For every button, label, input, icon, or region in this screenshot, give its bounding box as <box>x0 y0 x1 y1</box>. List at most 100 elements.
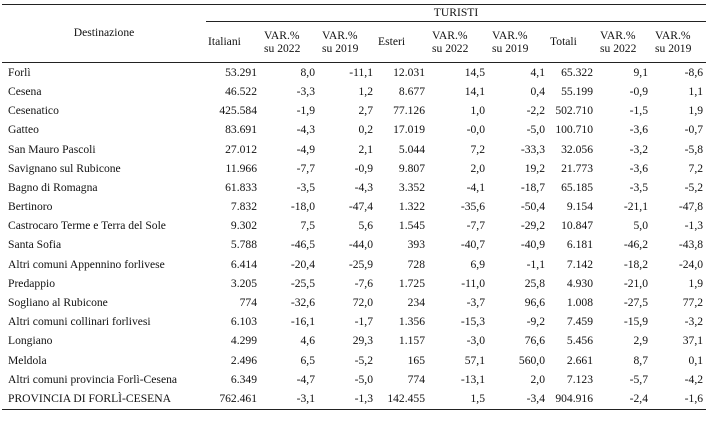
value-cell: -5,0 <box>354 372 373 386</box>
value-cell: -1,7 <box>354 315 373 329</box>
value-cell: 774 <box>407 372 425 386</box>
value-cell: 3.352 <box>398 180 425 194</box>
value-cell: 1,9 <box>688 104 704 118</box>
value-cell: -0,7 <box>684 123 704 137</box>
value-cell: 2,9 <box>633 334 649 348</box>
value-cell: 27.012 <box>225 142 257 156</box>
column-header: VAR.% su 2019 <box>488 21 548 63</box>
value-cell: -27,5 <box>623 296 648 310</box>
value-cell: 7,2 <box>688 161 704 175</box>
destination-header: Destinazione <box>2 4 206 63</box>
destination-cell: Cesena <box>8 84 42 98</box>
value-cell: 61.833 <box>225 180 257 194</box>
value-cell: -15,9 <box>623 315 648 329</box>
value-cell: 17.019 <box>393 123 425 137</box>
destination-cell: Predappio <box>8 276 56 290</box>
value-cell: 1.356 <box>398 315 425 329</box>
value-cell: 55.199 <box>561 84 593 98</box>
value-cell: 0,4 <box>530 84 546 98</box>
value-cell: -46,5 <box>290 238 315 252</box>
value-cell: 8,0 <box>300 65 316 79</box>
value-cell: -3,4 <box>526 392 545 406</box>
value-cell: 2,0 <box>530 372 546 386</box>
value-cell: -24,0 <box>678 257 704 271</box>
destination-cell: PROVINCIA DI FORLÌ-CESENA <box>8 392 171 406</box>
column-header: Esteri <box>376 21 428 63</box>
value-cell: -11,1 <box>349 65 373 79</box>
column-header: VAR.% su 2019 <box>651 21 707 63</box>
value-cell: 0,2 <box>358 123 374 137</box>
value-cell: 21.773 <box>561 161 593 175</box>
table-row: Altri comuni provincia Forlì-Cesena 6.349… <box>2 370 706 389</box>
value-cell: 5,6 <box>358 219 374 233</box>
table-row: Forlì 53.291 8,0 -11,1 12.031 14,5 4,1 65.322 9,… <box>2 63 706 83</box>
value-cell: 774 <box>239 296 257 310</box>
table-row: San Mauro Pascoli 27.012 -4,9 2,1 5.044 7,2 -3… <box>2 140 706 159</box>
value-cell: 7.142 <box>566 257 593 271</box>
value-cell: 502.710 <box>555 104 593 118</box>
value-cell: 77.126 <box>393 104 425 118</box>
value-cell: -4,1 <box>466 180 485 194</box>
destination-cell: Gatteo <box>8 123 39 137</box>
value-cell: -3,7 <box>466 296 485 310</box>
value-cell: 9.807 <box>398 161 425 175</box>
value-cell: 6,5 <box>300 353 316 367</box>
value-cell: 14,5 <box>464 65 485 79</box>
value-cell: -4,7 <box>296 372 315 386</box>
value-cell: -1,1 <box>526 257 545 271</box>
value-cell: 5.788 <box>230 238 257 252</box>
value-cell: 1,5 <box>470 392 486 406</box>
value-cell: 57,1 <box>464 353 485 367</box>
value-cell: -25,9 <box>348 257 373 271</box>
value-cell: -1,6 <box>684 392 704 406</box>
value-cell: -1,5 <box>629 104 648 118</box>
value-cell: 560,0 <box>518 353 545 367</box>
table-row: Santa Sofia 5.788 -46,5 -44,0 393 -40,7 -40,9 6… <box>2 236 706 255</box>
value-cell: 4.930 <box>566 276 593 290</box>
column-header: VAR.% su 2019 <box>318 21 376 63</box>
value-cell: 37,1 <box>682 334 704 348</box>
value-cell: -0,9 <box>354 161 373 175</box>
table-row: Altri comuni collinari forlivesi 6.103 -16… <box>2 312 706 331</box>
destination-cell: Sogliano al Rubicone <box>8 296 108 310</box>
value-cell: -4,3 <box>296 123 315 137</box>
value-cell: 1,2 <box>358 84 374 98</box>
value-cell: -3,1 <box>296 392 315 406</box>
value-cell: 1.725 <box>398 276 425 290</box>
value-cell: 7.123 <box>566 372 593 386</box>
value-cell: -4,2 <box>684 372 704 386</box>
value-cell: -40,7 <box>460 238 485 252</box>
value-cell: -4,9 <box>296 142 315 156</box>
value-cell: 2.661 <box>566 353 593 367</box>
value-cell: -7,6 <box>354 276 373 290</box>
value-cell: 425.584 <box>219 104 257 118</box>
value-cell: 100.710 <box>555 123 593 137</box>
value-cell: -13,1 <box>460 372 485 386</box>
value-cell: -46,2 <box>623 238 648 252</box>
value-cell: 9.154 <box>566 200 593 214</box>
value-cell: 2.496 <box>230 353 257 367</box>
value-cell: 1,9 <box>688 276 704 290</box>
table-row: Cesenatico 425.584 -1,9 2,7 77.126 1,0 -2,2 502… <box>2 101 706 120</box>
value-cell: -18,7 <box>520 180 545 194</box>
value-cell: -2,2 <box>526 104 545 118</box>
column-header: VAR.% su 2022 <box>596 21 651 63</box>
value-cell: -0,9 <box>629 84 648 98</box>
value-cell: -1,3 <box>684 219 704 233</box>
value-cell: 14,1 <box>464 84 485 98</box>
value-cell: 76,6 <box>524 334 545 348</box>
table-row: Bagno di Romagna 61.833 -3,5 -4,3 3.352 -4,1 -… <box>2 178 706 197</box>
destination-cell: Altri comuni provincia Forlì-Cesena <box>8 372 178 386</box>
value-cell: -18,0 <box>290 200 315 214</box>
destination-cell: Altri comuni Appennino forlivese <box>8 257 165 271</box>
value-cell: 96,6 <box>524 296 545 310</box>
value-cell: -5,2 <box>684 180 704 194</box>
value-cell: -5,8 <box>684 142 704 156</box>
value-cell: -4,3 <box>354 180 373 194</box>
value-cell: 25,8 <box>524 276 545 290</box>
value-cell: 7.459 <box>566 315 593 329</box>
value-cell: 8.677 <box>398 84 425 98</box>
destination-cell: Savignano sul Rubicone <box>8 161 121 175</box>
table-row: Meldola 2.496 6,5 -5,2 165 57,1 560,0 2.661 8,7 0… <box>2 351 706 370</box>
value-cell: -21,0 <box>623 276 648 290</box>
